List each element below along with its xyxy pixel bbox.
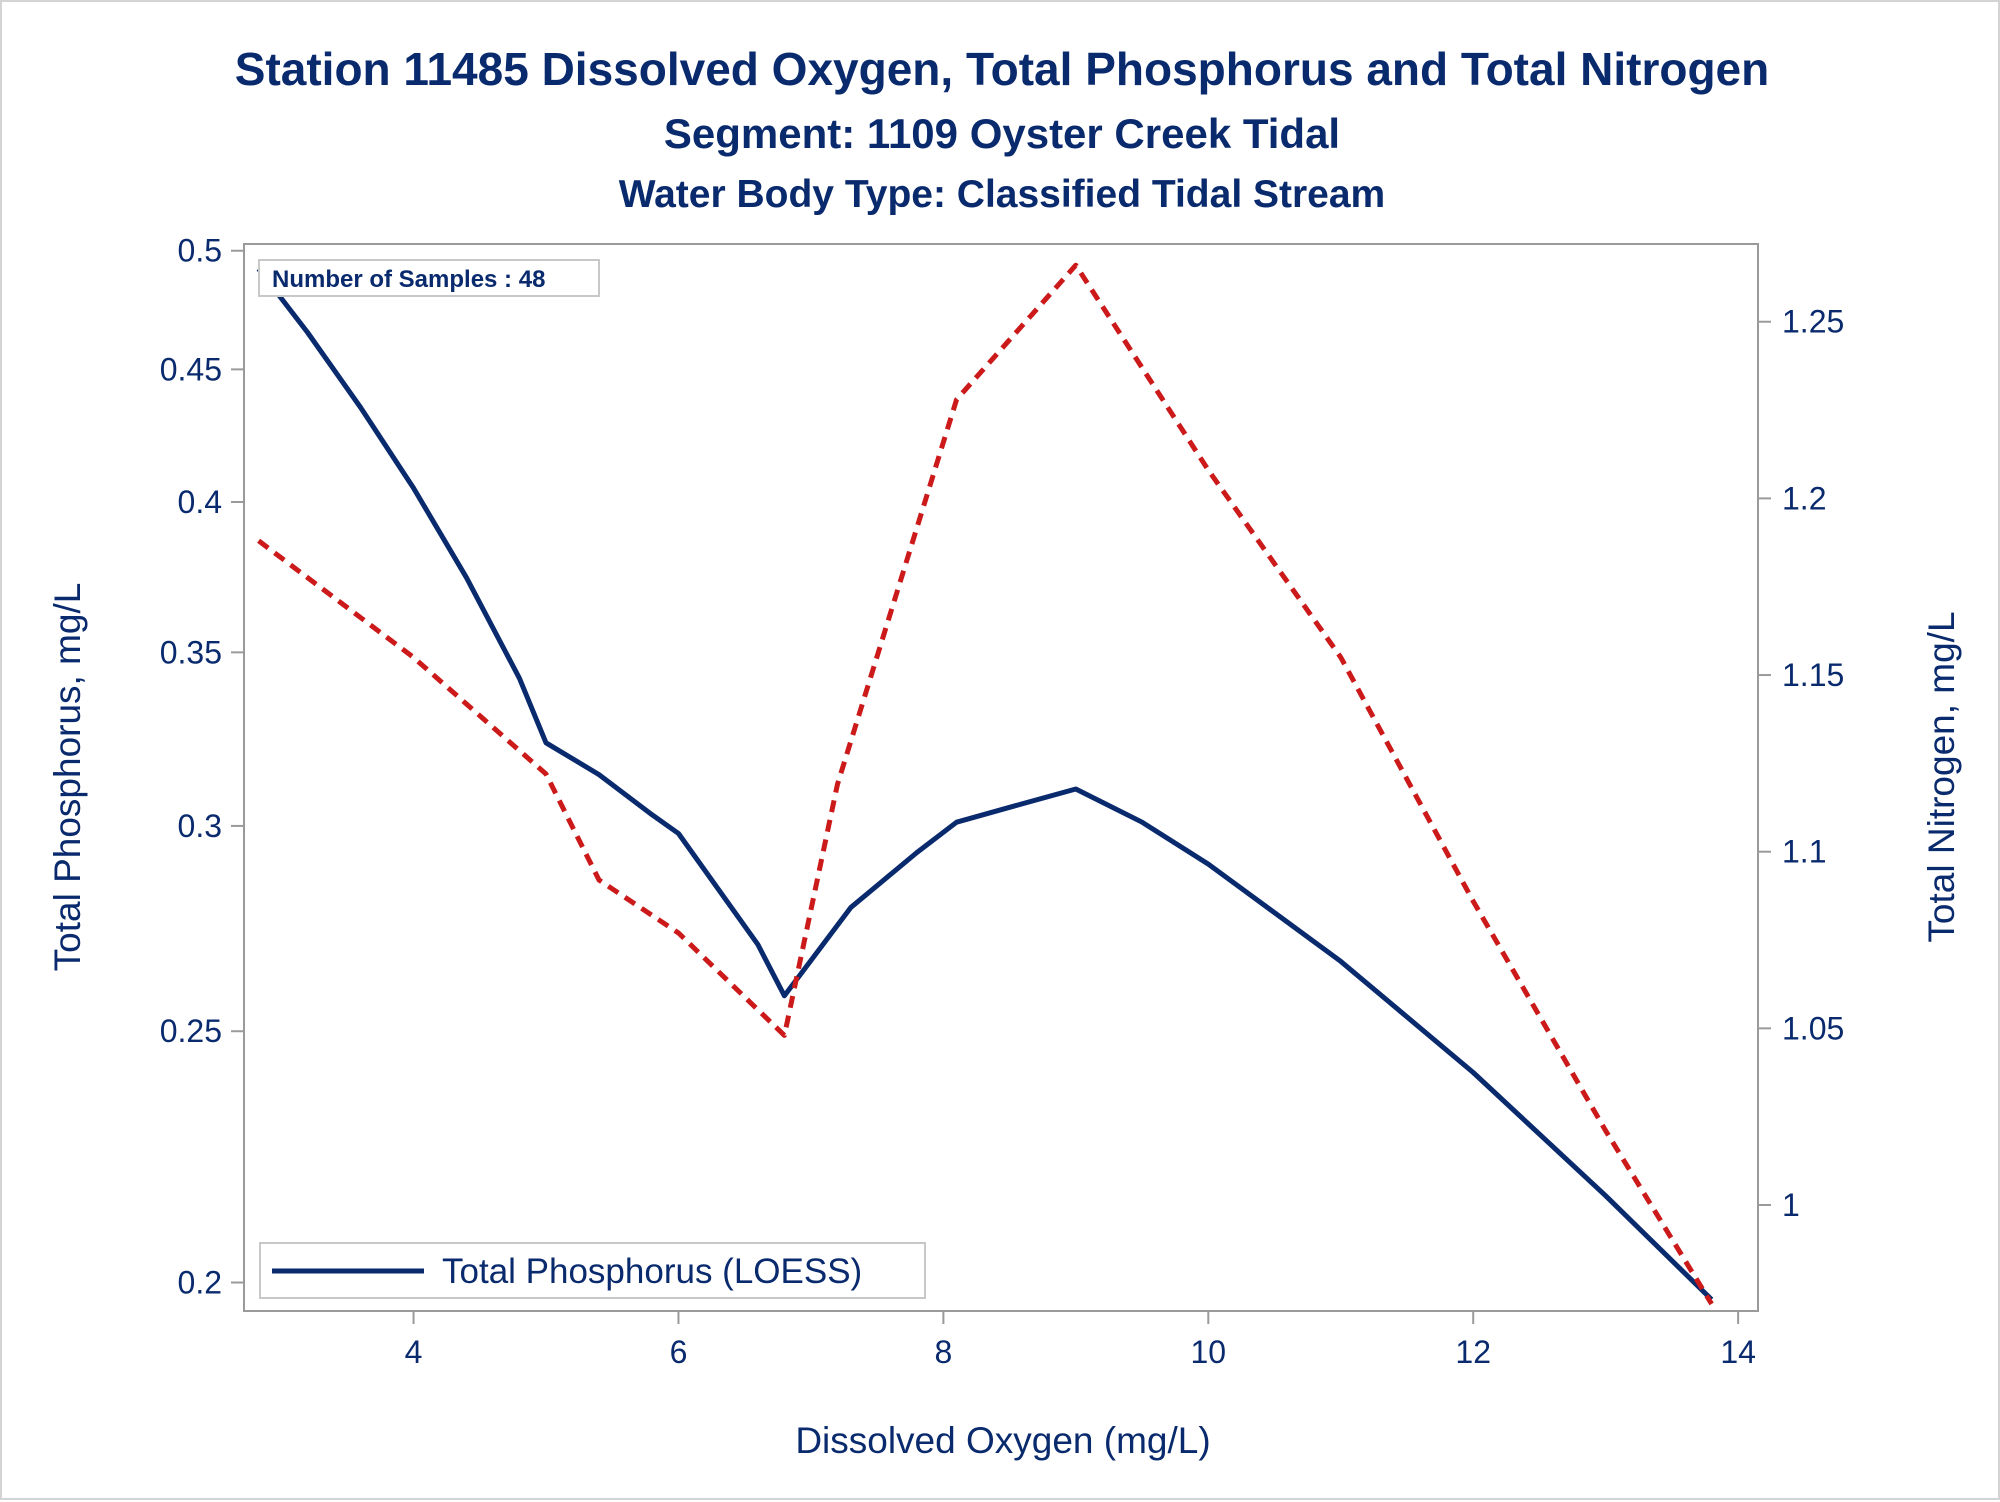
- y-left-tick-label-0.4: 0.4: [178, 484, 222, 520]
- y-left-tick-label-0.5: 0.5: [178, 233, 222, 269]
- total-nitrogen-line: [257, 262, 1714, 1306]
- y-left-tick-label-0.3: 0.3: [178, 808, 222, 844]
- x-tick-label-6: 6: [670, 1334, 688, 1370]
- x-tick-label-14: 14: [1720, 1334, 1756, 1370]
- x-tick-label-12: 12: [1455, 1334, 1491, 1370]
- sample-count-text: Number of Samples : 48: [272, 266, 545, 293]
- sample-count-border: [258, 259, 600, 297]
- y-right-tick-label-1.05: 1.05: [1782, 1010, 1844, 1046]
- y-right-tick-label-1: 1: [1782, 1187, 1800, 1223]
- legend: Total Phosphorus (LOESS): [259, 1242, 926, 1299]
- x-tick-label-10: 10: [1191, 1334, 1227, 1370]
- x-tick-label-8: 8: [934, 1334, 952, 1370]
- y-left-tick-label-0.25: 0.25: [160, 1013, 222, 1049]
- plot-area-border: [243, 243, 1759, 1312]
- y-axis-label-left: Total Phosphorus, mg/L: [47, 583, 88, 972]
- y-left-tick-label-0.2: 0.2: [178, 1264, 222, 1300]
- x-axis-label: Dissolved Oxygen (mg/L): [795, 1420, 1210, 1461]
- y-right-tick-label-1.2: 1.2: [1782, 480, 1826, 516]
- legend-label-total-phosphorus: Total Phosphorus (LOESS): [442, 1252, 862, 1291]
- sample-count-box: Number of Samples : 48: [258, 259, 600, 297]
- chart-title: Station 11485 Dissolved Oxygen, Total Ph…: [235, 43, 1769, 95]
- axes-layer: 4 6 8 10 12 14 0.2 0.25 0.3 0.35 0.4 0.45 0.5 1 1.05 1.…: [160, 233, 1845, 1370]
- chart-subtitle-2: Water Body Type: Classified Tidal Stream: [619, 173, 1385, 216]
- y-left-tick-label-0.45: 0.45: [160, 351, 222, 387]
- y-right-tick-label-1.15: 1.15: [1782, 657, 1844, 693]
- x-tick-label-4: 4: [405, 1334, 423, 1370]
- chart-subtitle: Segment: 1109 Oyster Creek Tidal: [664, 110, 1340, 157]
- y-left-tick-label-0.35: 0.35: [160, 634, 222, 670]
- y-right-tick-label-1.1: 1.1: [1782, 834, 1826, 870]
- total-phosphorus-line: [256, 267, 1714, 1302]
- y-axis-label-right: Total Nitrogen, mg/L: [1921, 611, 1962, 942]
- y-right-tick-label-1.25: 1.25: [1782, 304, 1844, 340]
- series-layer: [256, 262, 1714, 1306]
